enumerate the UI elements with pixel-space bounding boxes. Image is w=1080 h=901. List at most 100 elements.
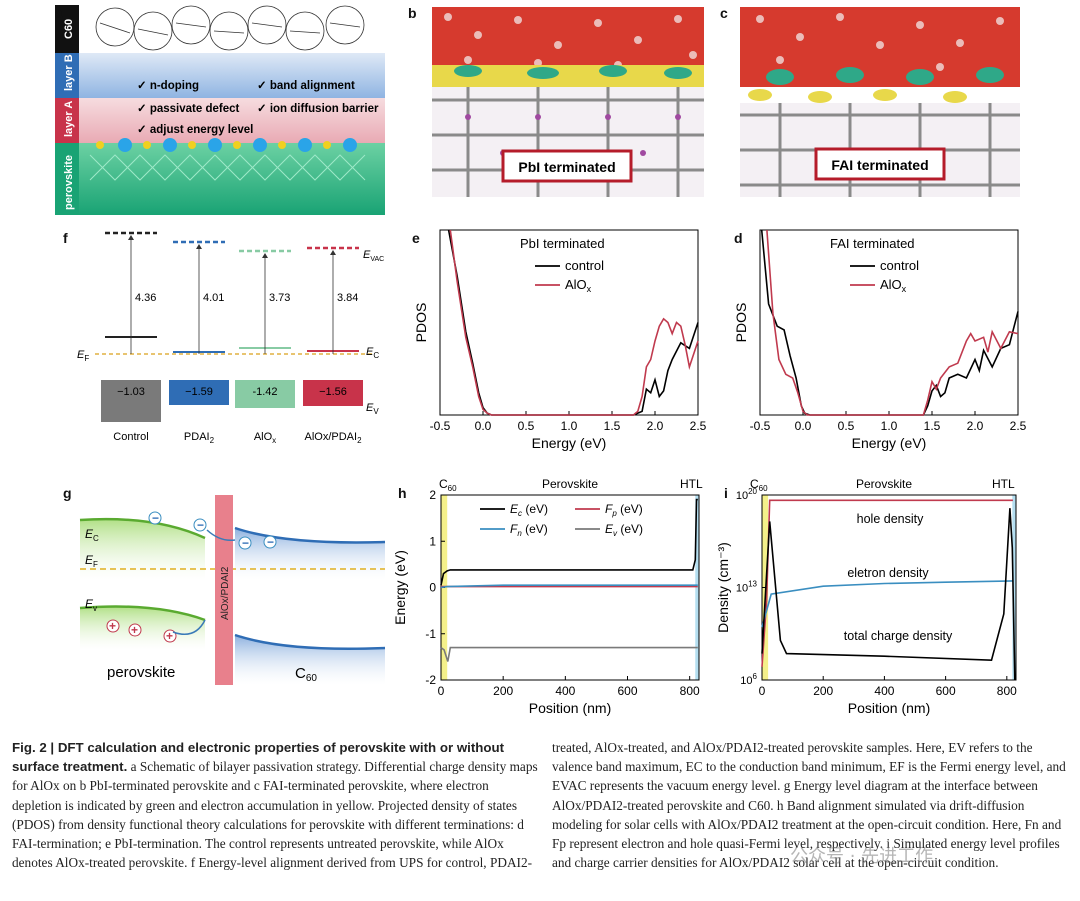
sub: x (587, 284, 592, 294)
x-tick-label: -0.5 (430, 419, 451, 433)
top-label-c60: C60 (439, 477, 457, 493)
caption-text-2: treated, AlOx-treated, and AlOx/PDAI2-tr… (552, 740, 1066, 871)
vbm-value: −1.03 (117, 386, 145, 398)
arrow-head (196, 244, 202, 249)
g-c60-label: C60 (295, 665, 317, 684)
svg-text:−: − (242, 536, 249, 550)
pbi-terminated-label: PbI terminated (518, 159, 615, 175)
series-line-control (760, 229, 1019, 416)
arrow-head (262, 253, 268, 258)
interface-band-diagram: AlOx/PDAI2 − − − − + + + EC EF Ev perovs… (79, 495, 386, 685)
watermark: 公众号 · 先进工作 (790, 846, 934, 867)
x-tick-label: 1.5 (924, 419, 941, 433)
x-axis-label: Energy (eV) (532, 435, 607, 451)
sub: c (518, 509, 522, 518)
y-axis-label: Energy (eV) (395, 550, 408, 625)
sample-label: AlOx (254, 431, 276, 445)
series-line-eletrondensity (761, 580, 1013, 628)
panel-h: h 0 200 400 600 800 Position (nm) Energy (eV) -… (392, 470, 715, 725)
bilayer-schematic: C60 layer B layer A perovskite ✓ n-dopin… (55, 5, 385, 215)
series-line-fnev (440, 584, 698, 589)
top-label-htl: HTL (992, 477, 1015, 491)
pbi-charge-density-map: PbI terminated (432, 7, 704, 197)
panel-label-a: a (55, 5, 63, 21)
legend-label: control (565, 258, 604, 273)
panel-e: e -0.5 0.0 0.5 1.0 1.5 2.0 2.5 Energy (eV) PDOS P… (400, 225, 720, 470)
panel-label-h: h (398, 485, 407, 501)
plot-frame (440, 494, 700, 681)
x-tick-label: 1.0 (561, 419, 578, 433)
legend-label: AlOx (880, 277, 907, 294)
g-ec-label: EC (85, 527, 99, 543)
x-axis-label: Energy (eV) (852, 435, 927, 451)
alox-pdai2-label: AlOx/PDAI2 (220, 566, 231, 620)
pdos-fai-chart: -0.5 0.0 0.5 1.0 1.5 2.0 2.5 Energy (eV) PDOS FAI… (733, 229, 1027, 451)
svg-text:−: − (267, 535, 274, 549)
x-tick-label: 1.0 (881, 419, 898, 433)
unit: (eV) (522, 522, 548, 536)
panel-label-i: i (724, 485, 728, 501)
vbm-bar (303, 380, 363, 406)
x-tick-label: 2.0 (967, 419, 984, 433)
legend-label: control (880, 258, 919, 273)
ev-label: EV (366, 402, 379, 416)
sub: x (902, 284, 907, 294)
x-tick-label: 2.0 (647, 419, 664, 433)
legend-label: Ec (eV) (510, 502, 548, 518)
legend-label: Ev (eV) (605, 522, 643, 538)
panel-label-e: e (412, 230, 420, 246)
x-axis-label: Position (nm) (848, 700, 930, 716)
sample-label: PDAI2 (184, 431, 215, 445)
y-tick-label: 2 (429, 488, 436, 502)
sub: 60 (759, 484, 768, 493)
x-tick-label: 800 (680, 684, 700, 698)
ec-label: EC (366, 346, 379, 360)
sample-label: AlOx/PDAI2 (304, 431, 362, 445)
arrow-head (330, 250, 336, 255)
ef-label: EF (77, 349, 89, 363)
g-ev-label: Ev (85, 597, 97, 613)
sub: v (613, 529, 618, 538)
panel-i: i 0 200 400 600 800 Position (nm) Density (cm⁻… (712, 470, 1032, 725)
top-label-c60: C60 (750, 477, 768, 493)
y-tick-label: -1 (425, 627, 436, 641)
caption-text-1: a Schematic of bilayer passivation strat… (12, 759, 538, 871)
x-tick-label: 400 (555, 684, 575, 698)
panel-label-f: f (63, 230, 68, 246)
layer-perovskite: perovskite (63, 155, 75, 210)
vbm-bar (235, 380, 295, 408)
layer-a: layer A (63, 101, 75, 137)
region-shade (1012, 495, 1016, 680)
sub: 60 (448, 484, 457, 493)
x-tick-label: 600 (617, 684, 637, 698)
y-tick-label: 1013 (736, 580, 758, 595)
wf-value: 4.01 (203, 292, 224, 304)
x-tick-label: 0.5 (838, 419, 855, 433)
y-tick-label: 0 (429, 581, 436, 595)
series-line-evev (440, 646, 698, 662)
check-n-doping: ✓ n-doping (137, 80, 199, 92)
y-tick-label: 106 (740, 672, 757, 687)
x-tick-label: 0 (438, 684, 445, 698)
sample-label: Control (113, 431, 148, 443)
panel-d: d -0.5 0.0 0.5 1.0 1.5 2.0 2.5 Energy (eV) PDOS F… (720, 225, 1040, 470)
panel-b: b PbI terminated (408, 5, 708, 200)
panel-label-d: d (734, 230, 743, 246)
wf-value: 3.73 (269, 292, 290, 304)
sub: x (272, 436, 276, 445)
panel-label-c: c (720, 5, 728, 21)
legend-label: Fp (eV) (605, 502, 643, 518)
panel-label-g: g (63, 485, 72, 501)
x-tick-label: 200 (813, 684, 833, 698)
check-energy-level: ✓ adjust energy level (137, 124, 253, 136)
series-line-ecev (440, 498, 698, 586)
energy-level-diagram: EF EVAC EC EV 4.36 −1.03 Control 4.01 −1.59 P… (77, 231, 384, 445)
y-axis-label: PDOS (733, 303, 749, 343)
svg-text:+: + (131, 623, 138, 637)
exp: 13 (748, 580, 757, 589)
y-tick-label: -2 (425, 673, 436, 687)
unit: (eV) (617, 522, 643, 536)
panel-a: a C60 layer B (55, 5, 385, 220)
exp: 6 (753, 672, 758, 681)
x-tick-label: 0 (759, 684, 766, 698)
